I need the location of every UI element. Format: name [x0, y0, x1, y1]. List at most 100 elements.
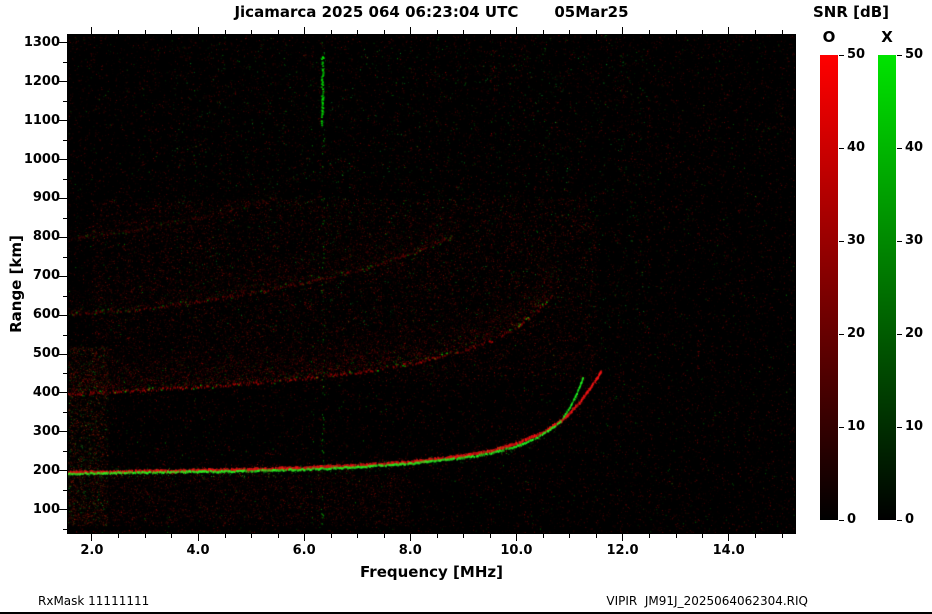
y-tick-major [59, 159, 67, 160]
x-tick-minor [596, 534, 597, 538]
x-tick-minor [675, 534, 677, 538]
x-tick-label: 8.0 [398, 543, 422, 558]
y-tick-major [59, 431, 67, 433]
colorbar-tick [839, 54, 844, 56]
colorbar-tick [897, 147, 902, 149]
plot-title: Jicamarca 2025 064 06:23:04 UTC 05Mar25 [68, 3, 795, 21]
colorbar-tick [897, 426, 902, 428]
colorbar-tick [897, 54, 902, 56]
colorbar-tick-label: 20 [905, 326, 924, 341]
x-axis-label: Frequency [MHz] [360, 563, 503, 581]
colorbar-tick [839, 333, 844, 335]
x-tick-label: 12.0 [606, 543, 639, 558]
x-tick-major [728, 534, 730, 541]
x-tick-major [303, 534, 305, 541]
x-tick-minor [277, 534, 279, 538]
x-tick-minor-top [489, 30, 491, 34]
x-tick-minor-top [383, 30, 385, 34]
colorbar-tick-label: 0 [847, 512, 857, 527]
colorbar-tick [897, 333, 902, 335]
y-tick-major [59, 470, 67, 472]
x-tick-major [197, 534, 199, 541]
y-tick-minor [63, 451, 67, 453]
colorbar-o-mode-label: O [822, 28, 836, 46]
y-tick-label: 1100 [23, 112, 60, 128]
x-tick-label: 2.0 [80, 543, 104, 558]
x-tick-minor [224, 534, 226, 538]
x-tick-minor-top [171, 30, 173, 34]
y-tick-minor [63, 101, 67, 103]
x-tick-minor [463, 534, 465, 538]
y-tick-major [59, 197, 67, 199]
y-tick-major [59, 81, 67, 83]
colorbar-tick-label: 50 [847, 47, 866, 62]
y-tick-major [59, 120, 67, 122]
y-tick-label: 1200 [23, 73, 60, 89]
y-tick-label: 1300 [23, 34, 60, 50]
x-tick-major [622, 534, 624, 541]
y-tick-minor [63, 62, 67, 64]
x-tick-minor-top [118, 30, 120, 34]
colorbar-tick [839, 519, 844, 521]
x-tick-major-top [303, 27, 305, 34]
x-tick-major [515, 534, 517, 541]
y-tick-major [59, 392, 67, 394]
x-tick-label: 6.0 [292, 543, 316, 558]
y-tick-label: 800 [32, 229, 60, 245]
colorbar-tick-label: 0 [905, 512, 915, 527]
rxmask-label: RxMask 11111111 [38, 594, 150, 608]
x-tick-minor-top [277, 30, 279, 34]
x-tick-minor [781, 534, 783, 538]
y-tick-minor [63, 529, 67, 531]
x-tick-minor [330, 534, 332, 538]
x-tick-minor [755, 534, 757, 538]
colorbar-title: SNR [dB] [813, 3, 890, 21]
y-tick-minor [63, 490, 67, 492]
y-tick-label: 400 [32, 384, 60, 400]
x-tick-minor-top [436, 30, 438, 34]
y-tick-label: 100 [32, 501, 60, 517]
x-tick-minor [649, 534, 651, 538]
x-tick-minor [144, 534, 146, 538]
x-tick-major-top [728, 27, 730, 34]
x-tick-minor-top [649, 30, 651, 34]
y-tick-label: 900 [32, 190, 60, 206]
x-tick-minor-top [755, 30, 757, 34]
x-tick-label: 10.0 [500, 543, 533, 558]
y-tick-major [59, 236, 67, 238]
x-tick-major [409, 534, 411, 541]
y-tick-label: 300 [32, 423, 60, 439]
y-tick-label: 700 [32, 268, 60, 284]
x-tick-minor [702, 534, 704, 538]
y-tick-minor [63, 140, 67, 142]
x-tick-minor-top [251, 30, 253, 34]
x-tick-major-top [409, 27, 411, 34]
y-tick-label: 500 [32, 346, 60, 362]
colorbar-o-gradient [820, 55, 838, 520]
colorbar-tick-label: 10 [905, 419, 924, 434]
y-tick-major [59, 42, 67, 44]
ionogram-canvas [68, 35, 795, 533]
colorbar-tick [897, 240, 902, 242]
x-tick-minor [251, 534, 253, 538]
y-tick-minor [63, 334, 67, 336]
colorbar-tick-label: 30 [847, 233, 866, 248]
x-tick-major [91, 534, 93, 541]
colorbar-tick [897, 519, 902, 521]
colorbar-tick-label: 40 [847, 140, 866, 155]
y-tick-minor [63, 412, 67, 414]
colorbar-tick [839, 147, 844, 149]
x-tick-minor-top [144, 30, 146, 34]
colorbar-x-mode-label: X [881, 28, 893, 46]
x-tick-label: 14.0 [712, 543, 745, 558]
x-tick-minor [542, 534, 544, 538]
title-text: Jicamarca 2025 064 06:23:04 UTC [234, 3, 519, 21]
x-tick-major-top [91, 27, 93, 34]
y-tick-minor [63, 217, 67, 219]
y-tick-minor [63, 256, 67, 258]
colorbar-tick [839, 240, 844, 242]
y-tick-minor [63, 295, 67, 297]
colorbar-x-gradient [878, 55, 896, 520]
bottom-divider [0, 612, 932, 614]
